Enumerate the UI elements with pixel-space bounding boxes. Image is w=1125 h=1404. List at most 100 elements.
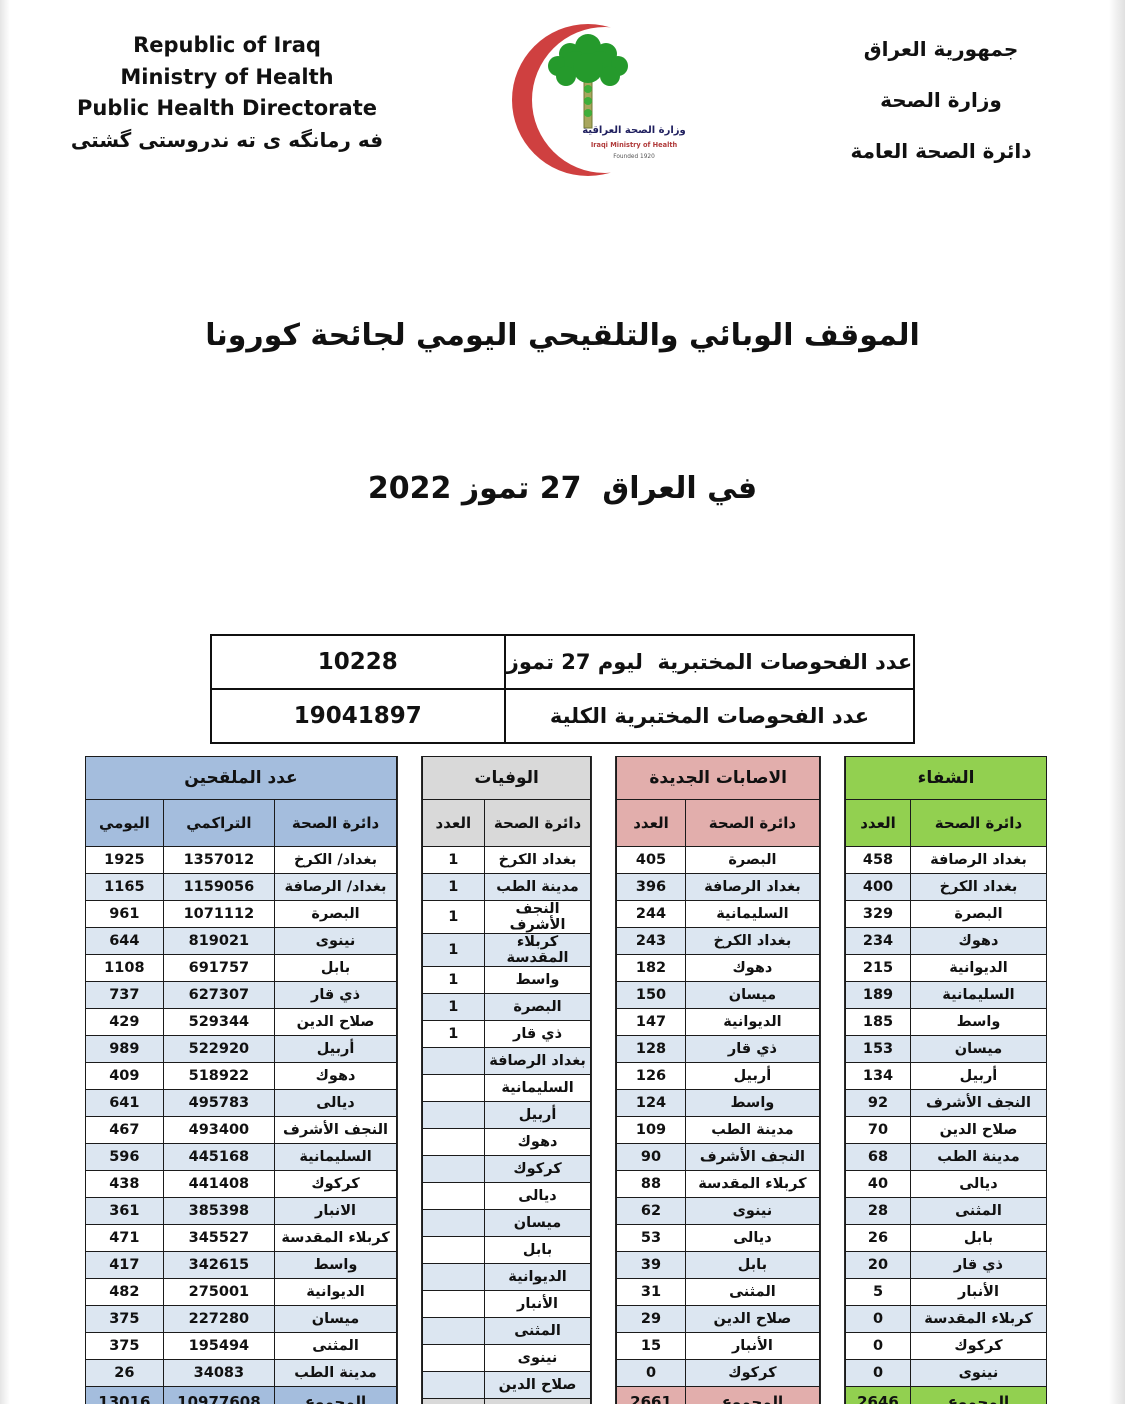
table-spacer — [396, 756, 422, 1404]
value-cell: 438 — [85, 1170, 164, 1198]
value-cell: 70 — [845, 1116, 911, 1144]
directorate-cell: كربلاء المقدسة — [684, 1170, 821, 1198]
table-row: 19041897 عدد الفحوصات المختبرية الكلية — [209, 688, 916, 744]
table-row: 26 34083 مدينة الطب — [85, 1359, 397, 1387]
ministry-logo-svg: وزارة الصحة العراقية Iraqi Ministry of H… — [511, 24, 685, 176]
value-cell: 417 — [85, 1251, 164, 1279]
letterhead: Republic of Iraq Ministry of Health Publ… — [0, 0, 1125, 186]
table-row: 409 518922 دهوك — [85, 1062, 397, 1090]
value-cell: 441408 — [162, 1170, 276, 1198]
table-row: 5 الأنبار — [845, 1278, 1048, 1306]
value-cell: 39 — [616, 1251, 686, 1279]
value-cell: 244 — [616, 900, 686, 928]
letterhead-line-kurdish: فه رمانگه ى ته ندروستى گشتى — [70, 127, 384, 152]
directorate-cell: كركوك — [684, 1359, 821, 1387]
table-row: 109 مدينة الطب — [616, 1116, 821, 1144]
directorate-cell: بابل — [909, 1224, 1048, 1252]
column-header: دائرة الصحة — [909, 799, 1048, 847]
vaccinated-table: عدد الملقحين اليومي التراكمي دائرة الصحة 192… — [85, 756, 397, 1404]
value-cell: 185 — [845, 1008, 911, 1036]
directorate-cell: كركوك — [274, 1170, 397, 1198]
directorate-cell: النجف الأشرف — [274, 1116, 397, 1144]
value-cell: 1071112 — [162, 900, 276, 928]
deaths-table: الوفيات العدد دائرة الصحة 1 بغداد الكرخ 1 مدين… — [421, 756, 592, 1404]
value-cell: 409 — [85, 1062, 164, 1090]
value-cell: 0 — [845, 1305, 911, 1333]
table-row: 1108 691757 بابل — [85, 954, 397, 982]
report-title-line2: في العراق 27 تموز 2022 — [367, 471, 758, 506]
directorate-cell: المثنى — [483, 1317, 592, 1345]
table-row: 26 بابل — [845, 1224, 1048, 1252]
table-row: 596 445168 السليمانية — [85, 1143, 397, 1171]
value-cell: 1 — [421, 993, 485, 1021]
value-cell — [421, 1236, 485, 1264]
table-row: 39 بابل — [616, 1251, 821, 1279]
value-cell: 641 — [85, 1089, 164, 1117]
vaccinated-stat-table: عدد الملقحين اليومي التراكمي دائرة الصحة 192… — [85, 756, 397, 1404]
value-cell — [421, 1317, 485, 1345]
report-title-line1: الموقف الوبائي والتلقيحي اليومي لجائحة ك… — [205, 318, 920, 353]
value-cell: 40 — [845, 1170, 911, 1198]
directorate-cell: بغداد الرصافة — [909, 846, 1048, 874]
value-cell — [421, 1047, 485, 1075]
directorate-cell: واسط — [274, 1251, 397, 1279]
table-row: 458 بغداد الرصافة — [845, 846, 1048, 874]
value-cell: 375 — [85, 1332, 164, 1360]
value-cell: 1 — [421, 900, 485, 934]
table-row: 1 ذي قار — [421, 1020, 592, 1048]
letterhead-english: Republic of Iraq Ministry of Health Publ… — [52, 30, 402, 155]
value-cell: 518922 — [162, 1062, 276, 1090]
value-cell: 150 — [616, 981, 686, 1009]
directorate-cell: السليمانية — [274, 1143, 397, 1171]
value-cell: 482 — [85, 1278, 164, 1306]
directorate-cell: أربيل — [684, 1062, 821, 1090]
total-value-cell: 2646 — [845, 1386, 911, 1404]
directorate-cell: مدينة الطب — [684, 1116, 821, 1144]
table-row: 92 النجف الأشرف — [845, 1089, 1048, 1117]
directorate-cell: واسط — [483, 966, 592, 994]
value-cell: 596 — [85, 1143, 164, 1171]
table-row: 88 كربلاء المقدسة — [616, 1170, 821, 1198]
value-cell: 189 — [845, 981, 911, 1009]
value-cell — [421, 1155, 485, 1183]
value-cell: 1165 — [85, 873, 164, 901]
value-cell — [421, 1344, 485, 1372]
table-row: 0 كركوك — [845, 1332, 1048, 1360]
table-row: 375 195494 المثنى — [85, 1332, 397, 1360]
value-cell: 134 — [845, 1062, 911, 1090]
value-cell: 400 — [845, 873, 911, 901]
new-cases-table: الاصابات الجديدة العدد دائرة الصحة 405 البصر… — [616, 756, 821, 1404]
directorate-cell: صلاح الدين — [909, 1116, 1048, 1144]
directorate-cell: البصرة — [274, 900, 397, 928]
total-label-cell: المجموع — [909, 1386, 1048, 1404]
letterhead-line: دائرة الصحة العامة — [850, 139, 1032, 163]
table-row: ميسان — [421, 1209, 592, 1237]
daily-tests-label: عدد الفحوصات المختبرية ليوم 27 تموز — [503, 634, 916, 690]
total-label-cell: المجموع — [684, 1386, 821, 1404]
value-cell: 31 — [616, 1278, 686, 1306]
value-cell: 126 — [616, 1062, 686, 1090]
ministry-logo: وزارة الصحة العراقية Iraqi Ministry of H… — [477, 16, 717, 186]
table-row: 1 بغداد الكرخ — [421, 846, 592, 874]
table-row: 10228 عدد الفحوصات المختبرية ليوم 27 تمو… — [209, 634, 916, 690]
column-header: اليومي — [85, 799, 164, 847]
directorate-cell: نينوى — [684, 1197, 821, 1225]
value-cell — [421, 1290, 485, 1318]
table-row: صلاح الدين — [421, 1371, 592, 1399]
directorate-cell: ديالى — [684, 1224, 821, 1252]
directorate-cell: ميسان — [274, 1305, 397, 1333]
table-row: 1 النجف الأشرف — [421, 900, 592, 934]
letterhead-arabic: جمهورية العراق وزارة الصحة دائرة الصحة ا… — [791, 24, 1091, 177]
value-cell: 342615 — [162, 1251, 276, 1279]
total-value-cell: 7 — [421, 1398, 485, 1404]
value-cell: 467 — [85, 1116, 164, 1144]
value-cell: 34083 — [162, 1359, 276, 1387]
column-header: دائرة الصحة — [274, 799, 397, 847]
directorate-cell: النجف الأشرف — [909, 1089, 1048, 1117]
palm-tree-icon — [547, 34, 628, 129]
value-cell: 0 — [845, 1359, 911, 1387]
logo-english-text: Iraqi Ministry of Health — [590, 141, 677, 149]
table-row: 471 345527 كربلاء المقدسة — [85, 1224, 397, 1252]
directorate-cell: بغداد الكرخ — [483, 846, 592, 874]
directorate-cell: أربيل — [909, 1062, 1048, 1090]
